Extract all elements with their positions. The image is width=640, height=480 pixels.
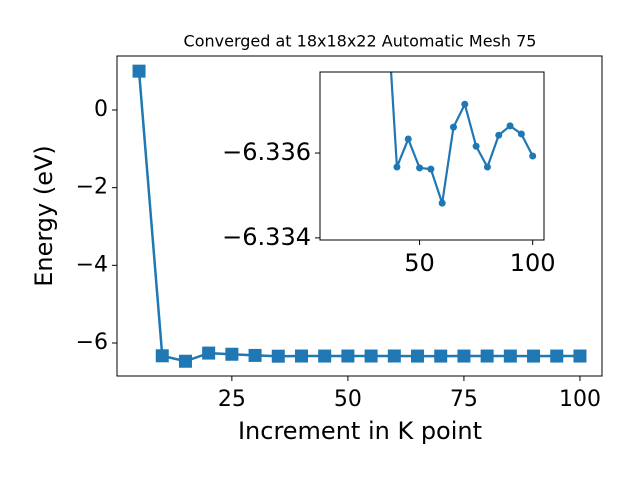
marker <box>529 152 537 160</box>
marker <box>411 349 425 363</box>
marker <box>364 349 378 363</box>
chart-title: Converged at 18x18x22 Automatic Mesh 75 <box>184 32 537 51</box>
marker <box>271 349 285 363</box>
marker <box>527 349 541 363</box>
x-tick-label: 50 <box>334 387 362 412</box>
y-tick-label: −6.334 <box>222 223 311 251</box>
marker <box>480 349 494 363</box>
x-tick-label: 25 <box>218 387 246 412</box>
x-tick-label: 50 <box>404 249 435 277</box>
marker <box>506 122 514 130</box>
plot-clip <box>132 64 587 368</box>
marker <box>573 349 587 363</box>
marker <box>434 349 448 363</box>
marker <box>483 163 491 171</box>
marker <box>387 349 401 363</box>
y-tick-label: −4 <box>76 252 108 277</box>
y-tick-label: 0 <box>94 97 108 122</box>
marker <box>294 349 308 363</box>
x-tick-label: 100 <box>559 387 601 412</box>
marker <box>404 135 412 143</box>
marker <box>438 199 446 207</box>
plot-area <box>320 72 544 240</box>
marker <box>178 354 192 368</box>
marker <box>416 164 424 172</box>
y-tick-label: −6 <box>76 330 108 355</box>
marker <box>248 348 262 362</box>
marker <box>393 163 401 171</box>
y-tick-label: −2 <box>76 175 108 200</box>
marker <box>550 349 564 363</box>
axes-frame <box>319 71 545 241</box>
marker <box>461 100 469 108</box>
marker <box>318 349 332 363</box>
y-axis-label: Energy (eV) <box>30 145 58 287</box>
marker <box>495 131 503 139</box>
axes-frame <box>116 55 603 377</box>
x-axis-label: Increment in K point <box>238 417 482 445</box>
marker <box>427 165 435 173</box>
marker <box>503 349 517 363</box>
marker <box>472 142 480 150</box>
marker <box>202 346 216 360</box>
x-tick-label: 75 <box>450 387 478 412</box>
marker <box>517 130 525 138</box>
marker <box>341 349 355 363</box>
y-tick-label: −6.336 <box>222 138 311 166</box>
marker <box>225 347 239 361</box>
plot-clip <box>389 72 537 207</box>
marker <box>155 349 169 363</box>
x-tick-label: 100 <box>510 249 556 277</box>
marker <box>457 349 471 363</box>
marker <box>449 123 457 131</box>
marker <box>132 64 146 78</box>
